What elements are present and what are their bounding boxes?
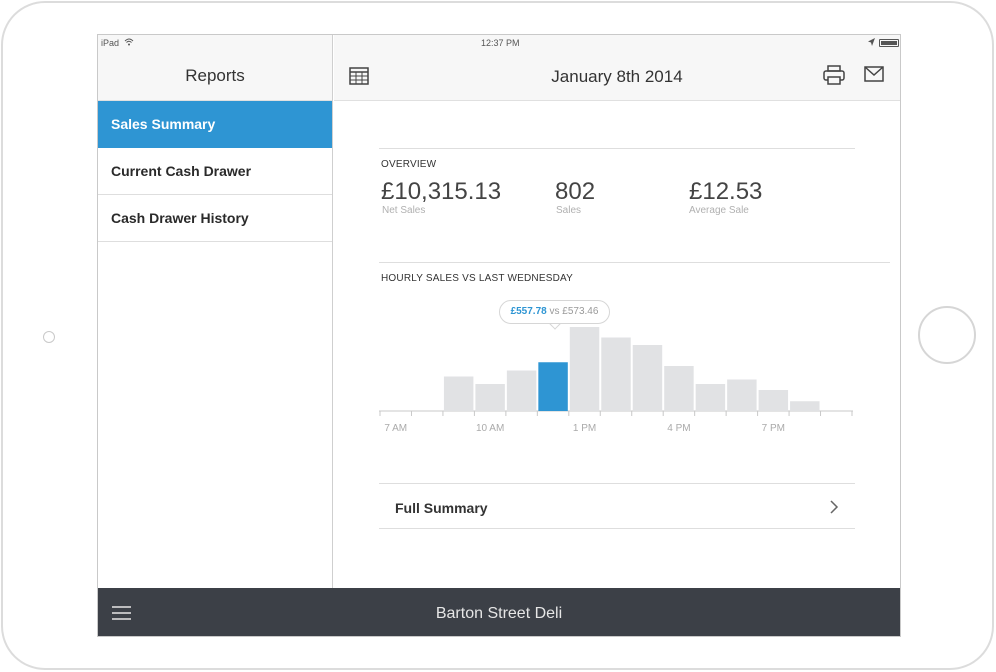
status-bar: iPad 12:37 PM (98, 35, 900, 51)
overview-label: OVERVIEW (381, 159, 437, 170)
tooltip-vs: vs (549, 306, 560, 317)
camera-dot (43, 331, 55, 343)
sidebar-item-sales-summary[interactable]: Sales Summary (98, 101, 332, 148)
net-sales-label: Net Sales (382, 205, 426, 216)
calendar-icon[interactable] (349, 67, 369, 85)
bar[interactable] (664, 366, 694, 411)
main-header: January 8th 2014 (334, 35, 900, 101)
main-panel: January 8th 2014 OVERVIEW £10,315.13 Net… (334, 35, 900, 588)
average-sale-value: £12.53 (689, 178, 763, 205)
bar[interactable] (632, 345, 663, 411)
sidebar-header: Reports (98, 35, 332, 101)
bar[interactable] (443, 376, 474, 412)
sidebar-item-current-cash-drawer[interactable]: Current Cash Drawer (98, 148, 332, 195)
x-tick-label: 10 AM (476, 423, 504, 434)
mail-icon[interactable] (864, 66, 884, 82)
bar[interactable] (790, 401, 820, 411)
x-tick-label: 7 AM (384, 423, 407, 434)
battery-icon (879, 39, 899, 47)
business-name: Barton Street Deli (435, 605, 563, 622)
print-icon[interactable] (823, 65, 845, 85)
bar[interactable] (506, 370, 537, 412)
x-tick-label: 7 PM (762, 423, 785, 434)
sidebar-item-label: Current Cash Drawer (111, 163, 252, 179)
sidebar-item-label: Sales Summary (111, 116, 216, 132)
x-tick-label: 1 PM (573, 423, 596, 434)
home-button[interactable] (918, 306, 976, 364)
sidebar-title: Reports (185, 66, 245, 85)
page-title: January 8th 2014 (551, 67, 683, 86)
x-tick-label: 4 PM (667, 423, 690, 434)
app-screen: Reports Sales Summary Current Cash Drawe… (97, 34, 901, 637)
carrier-label: iPad (101, 38, 120, 48)
location-arrow-icon (868, 38, 875, 46)
tooltip-value: £557.78 (510, 306, 547, 317)
sales-count-value: 802 (555, 178, 596, 205)
bar-tooltip: £557.78 vs £573.46 (499, 300, 610, 324)
bar[interactable] (569, 327, 600, 411)
status-time: 12:37 PM (481, 38, 520, 48)
bar[interactable] (758, 390, 789, 411)
tooltip-compare: £573.46 (562, 306, 599, 317)
chart-divider (379, 262, 890, 263)
full-summary-label: Full Summary (395, 500, 488, 516)
bar-highlighted[interactable] (538, 362, 568, 411)
bar[interactable] (695, 384, 726, 411)
average-sale-label: Average Sale (689, 205, 749, 216)
wifi-icon (124, 38, 134, 46)
full-summary-row[interactable]: Full Summary (379, 483, 855, 529)
hourly-sales-label: HOURLY SALES VS LAST WEDNESDAY (381, 273, 573, 284)
bar[interactable] (601, 337, 631, 412)
sidebar-item-label: Cash Drawer History (111, 210, 249, 226)
hourly-sales-chart: 7 AM 10 AM 1 PM 4 PM 7 PM (379, 327, 853, 434)
bar[interactable] (727, 379, 757, 412)
hamburger-menu-icon[interactable] (112, 606, 131, 620)
sidebar-item-cash-drawer-history[interactable]: Cash Drawer History (98, 195, 332, 242)
bottom-bar: Barton Street Deli (98, 588, 900, 636)
chevron-right-icon (830, 500, 839, 514)
net-sales-value: £10,315.13 (381, 178, 502, 205)
sidebar: Reports Sales Summary Current Cash Drawe… (98, 35, 333, 588)
overview-divider (379, 148, 855, 149)
bar[interactable] (475, 384, 505, 411)
sales-count-label: Sales (556, 205, 582, 216)
